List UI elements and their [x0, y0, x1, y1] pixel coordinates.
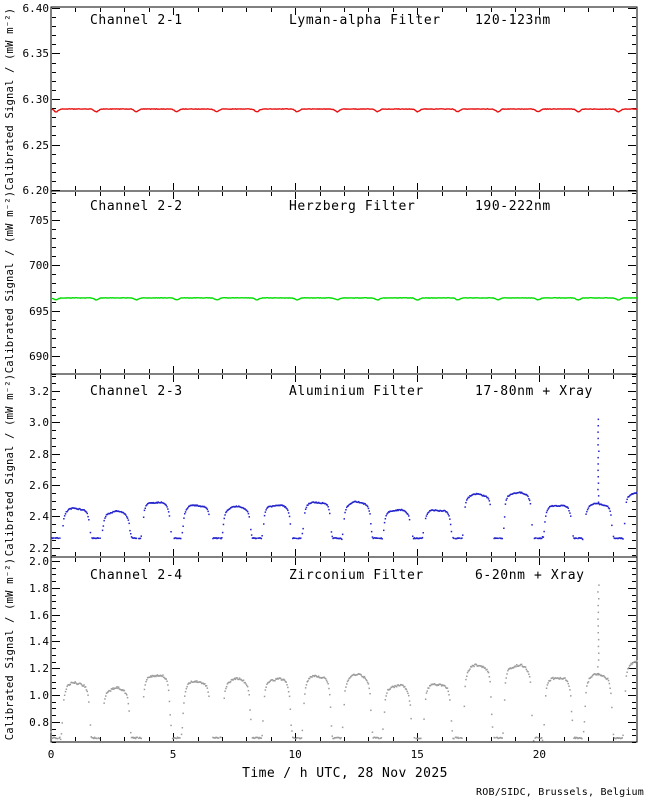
y-tick-label: 1.2 — [29, 662, 49, 675]
series-3 — [51, 418, 638, 541]
y-tick-label: 2.6 — [29, 479, 49, 492]
panel1-y-axis-title: Calibrated Signal / (mW m⁻²) — [4, 8, 16, 191]
y-tick-label: 705 — [29, 214, 49, 227]
panel4-channel-label: Channel 2-4 — [90, 568, 183, 583]
y-tick-label: 2.2 — [29, 542, 49, 555]
y-tick-label: 0.8 — [29, 716, 49, 729]
y-tick-label: 6.25 — [23, 139, 50, 152]
series-2 — [50, 296, 637, 301]
panel2-channel-label: Channel 2-2 — [90, 199, 183, 214]
y-tick-label: 690 — [29, 350, 49, 363]
axes-and-data-layer — [50, 6, 638, 743]
panel-4-axes — [50, 556, 638, 743]
y-tick-label: 695 — [29, 305, 49, 318]
y-tick-label: 700 — [29, 259, 49, 272]
y-tick-label: 6.40 — [23, 2, 50, 15]
panel-1-axes — [50, 6, 638, 192]
panel3-filter-label: Aluminium Filter — [289, 384, 424, 399]
panel4-filter-label: Zirconium Filter — [289, 568, 424, 583]
panel1-filter-label: Lyman-alpha Filter — [289, 13, 441, 28]
panel1-channel-label: Channel 2-1 — [90, 13, 183, 28]
x-tick-label: 20 — [533, 748, 546, 761]
panel3-channel-label: Channel 2-3 — [90, 384, 183, 399]
y-tick-label: 1.4 — [29, 635, 49, 648]
panel-2-axes — [50, 190, 638, 375]
series-1 — [50, 107, 638, 113]
x-tick-label: 0 — [48, 748, 55, 761]
panel3-y-axis-title: Calibrated Signal / (mW m⁻²) — [4, 374, 16, 557]
panel2-band-label: 190-222nm — [475, 199, 551, 214]
series-4 — [50, 584, 638, 742]
y-tick-label: 1.0 — [29, 689, 49, 702]
x-tick-label: 15 — [411, 748, 424, 761]
y-tick-label: 2.0 — [29, 555, 49, 568]
x-axis-title: Time / h UTC, 28 Nov 2025 — [242, 766, 448, 781]
y-tick-label: 1.6 — [29, 609, 49, 622]
credit-text: ROB/SIDC, Brussels, Belgium — [476, 787, 644, 798]
y-tick-label: 6.35 — [23, 47, 50, 60]
y-tick-label: 6.30 — [23, 93, 50, 106]
y-tick-label: 2.8 — [29, 448, 49, 461]
panel4-band-label: 6-20nm + Xray — [475, 568, 585, 583]
y-tick-label: 2.4 — [29, 510, 49, 523]
y-tick-label: 1.8 — [29, 582, 49, 595]
panel1-band-label: 120-123nm — [475, 13, 551, 28]
panel2-y-axis-title: Calibrated Signal / (mW m⁻²) — [4, 191, 16, 374]
panel3-band-label: 17-80nm + Xray — [475, 384, 593, 399]
panel2-filter-label: Herzberg Filter — [289, 199, 415, 214]
y-tick-label: 3.0 — [29, 416, 49, 429]
x-tick-label: 10 — [289, 748, 302, 761]
y-tick-label: 3.2 — [29, 385, 49, 398]
x-tick-label: 5 — [170, 748, 177, 761]
panel4-y-axis-title: Calibrated Signal / (mW m⁻²) — [4, 558, 16, 741]
y-tick-label: 6.20 — [23, 184, 50, 197]
panel-3-axes — [50, 373, 638, 558]
